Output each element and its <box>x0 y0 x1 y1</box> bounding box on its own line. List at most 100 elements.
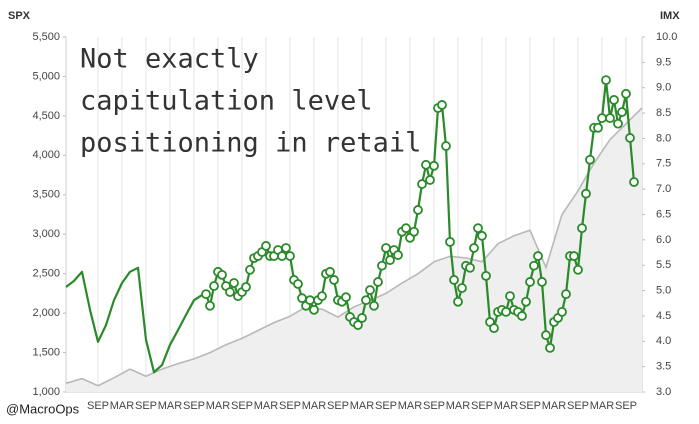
marker <box>421 159 431 170</box>
x-tick-label: SEP <box>519 400 541 412</box>
marker <box>429 160 439 171</box>
marker <box>309 304 319 315</box>
marker <box>457 283 467 293</box>
marker <box>533 251 543 261</box>
y2-tick-label: 5.5 <box>656 259 671 271</box>
marker <box>597 113 607 124</box>
marker <box>569 251 579 261</box>
marker <box>605 113 615 124</box>
marker <box>341 292 351 303</box>
marker <box>413 205 423 215</box>
y2-tick-label: 7.0 <box>656 183 671 195</box>
y2-tick-label: 6.5 <box>656 208 671 220</box>
marker <box>537 277 547 287</box>
y-tick-label: 4,500 <box>32 110 60 122</box>
marker <box>317 291 327 302</box>
marker <box>445 236 455 247</box>
marker <box>201 289 211 300</box>
marker <box>585 154 595 165</box>
marker <box>281 243 291 253</box>
y-tick-label: 3,500 <box>32 189 60 201</box>
x-tick-label: SEP <box>375 400 397 412</box>
x-tick-label: SEP <box>471 400 493 412</box>
area <box>66 108 642 392</box>
marker <box>285 251 295 261</box>
x-tick-label: MAR <box>350 400 375 412</box>
y2-tick-label: 8.5 <box>656 107 671 119</box>
marker <box>489 323 499 334</box>
marker <box>453 296 463 307</box>
marker <box>325 266 335 277</box>
marker <box>293 279 303 289</box>
marker <box>581 188 591 199</box>
marker <box>245 264 255 275</box>
marker <box>621 88 631 99</box>
y-tick-label: 3,000 <box>32 228 60 240</box>
y2-tick-label: 4.0 <box>656 335 671 347</box>
marker <box>393 250 403 260</box>
x-tick-label: SEP <box>327 400 349 412</box>
marker <box>365 285 375 295</box>
marker <box>441 141 451 151</box>
marker <box>425 175 435 185</box>
x-tick-label: SEP <box>231 400 253 412</box>
marker <box>477 230 487 241</box>
y-tick-label: 2,500 <box>32 268 60 280</box>
marker <box>561 289 571 300</box>
annotation: capitulation level <box>80 86 373 117</box>
marker <box>573 264 583 275</box>
marker <box>377 260 387 271</box>
marker <box>297 293 307 304</box>
x-tick-label: SEP <box>423 400 445 412</box>
x-tick-label: MAR <box>206 400 231 412</box>
marker <box>469 243 479 253</box>
source: @MacroOps <box>6 401 80 416</box>
x-tick-label: MAR <box>494 400 519 412</box>
marker <box>617 107 627 117</box>
y-tick-label: 5,000 <box>32 70 60 82</box>
marker <box>357 313 367 323</box>
x-tick-label: MAR <box>158 400 183 412</box>
marker <box>545 342 555 353</box>
marker <box>449 275 459 285</box>
marker <box>505 291 515 302</box>
y2-tick-label: 5.0 <box>656 284 671 296</box>
marker <box>577 223 587 234</box>
x-tick-label: SEP <box>183 400 205 412</box>
y-axis-label: SPX <box>8 10 31 22</box>
marker <box>609 94 619 105</box>
marker <box>241 282 251 292</box>
x-tick-label: SEP <box>135 400 157 412</box>
marker <box>465 262 475 273</box>
marker <box>557 306 567 317</box>
marker <box>409 226 419 237</box>
marker <box>353 320 363 330</box>
marker <box>541 330 551 341</box>
y-tick-label: 4,000 <box>32 149 60 161</box>
marker <box>525 277 535 287</box>
y2-tick-label: 7.5 <box>656 158 671 170</box>
marker <box>205 300 215 311</box>
marker <box>437 100 447 110</box>
x-tick-label: SEP <box>615 400 637 412</box>
x-tick-label: MAR <box>590 400 615 412</box>
marker <box>217 269 227 280</box>
marker <box>481 270 491 281</box>
marker <box>473 223 483 234</box>
marker <box>373 277 383 287</box>
marker <box>277 251 287 261</box>
marker <box>501 306 511 317</box>
x-tick-label: SEP <box>279 400 301 412</box>
y-tick-label: 2,000 <box>32 307 60 319</box>
y2-tick-label: 9.0 <box>656 82 671 94</box>
y2-tick-label: 3.0 <box>656 386 671 398</box>
marker <box>625 133 635 143</box>
x-tick-label: MAR <box>542 400 567 412</box>
x-tick-label: MAR <box>254 400 279 412</box>
y2-tick-label: 6.0 <box>656 234 671 246</box>
y2-tick-label: 3.5 <box>656 361 671 373</box>
marker <box>361 295 371 306</box>
marker <box>401 223 411 234</box>
annotation: positioning in retail <box>80 128 421 159</box>
marker <box>329 275 339 285</box>
